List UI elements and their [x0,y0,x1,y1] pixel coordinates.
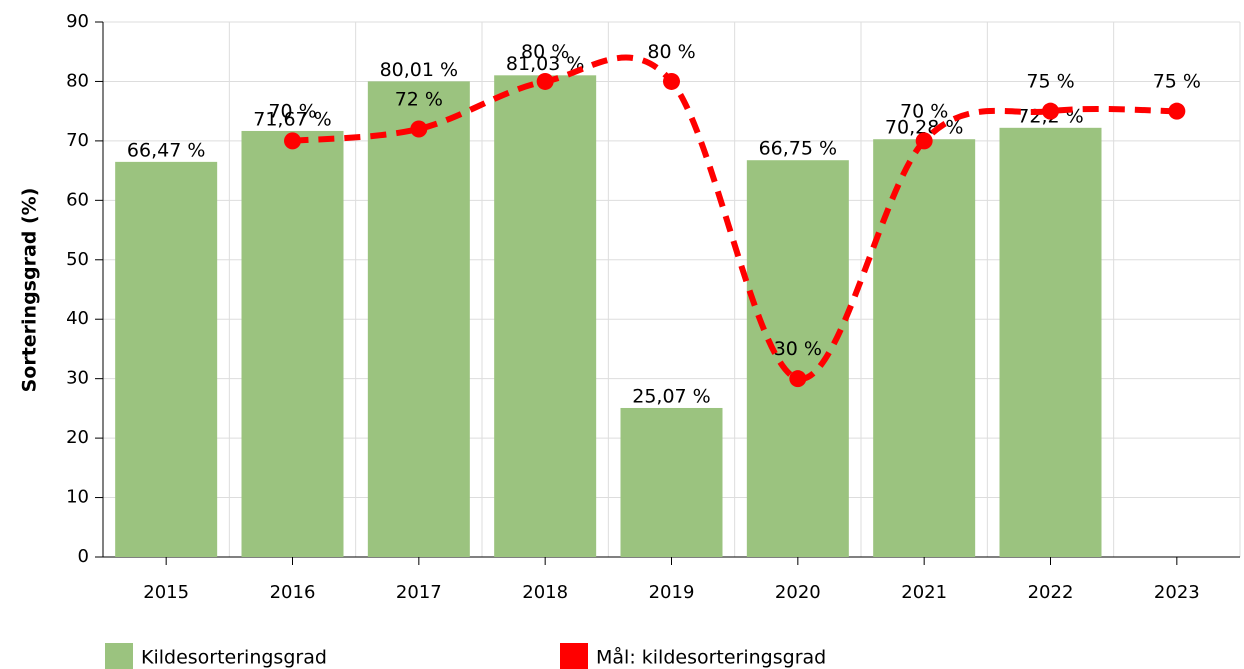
target-point [410,120,428,138]
target-point [284,132,301,150]
target-point [789,370,807,388]
bar [494,75,597,558]
y-tick-label: 10 [66,487,89,508]
bar-value-label: 66,47 % [127,139,206,161]
line-value-label: 80 % [521,41,569,63]
target-point [915,132,933,150]
x-tick-label: 2015 [143,582,189,603]
line-value-label: 75 % [1026,71,1074,93]
x-tick-label: 2023 [1154,582,1200,603]
y-axis-label: Sorteringsgrad (%) [19,188,41,393]
bar [746,160,849,558]
bar-value-label: 81,03 % [506,53,585,75]
line-value-label: 70 % [900,100,948,122]
line-value-label: 75 % [1153,71,1201,93]
line-value-label: 72 % [395,89,443,111]
target-point [663,72,680,90]
legend-label: Kildesorteringsgrad [141,647,327,669]
bar-value-label: 66,75 % [759,138,838,160]
bar-value-label: 25,07 % [632,385,711,407]
bar-value-label: 80,01 % [380,59,459,81]
bar [115,161,218,557]
y-tick-label: 50 [66,249,89,270]
line-value-label: 70 % [268,100,316,122]
target-point [1042,102,1059,120]
line-value-label: 80 % [647,41,695,63]
legend-swatch [560,643,588,669]
x-tick-label: 2021 [901,582,947,603]
y-tick-label: 70 [66,130,89,151]
line-value-label: 30 % [774,338,822,360]
bar [999,127,1102,558]
bar [620,407,723,557]
legend-label: Mål: kildesorteringsgrad [596,646,826,669]
legend-swatch [105,643,133,669]
x-tick-label: 2018 [522,582,568,603]
x-tick-label: 2020 [775,582,821,603]
y-tick-label: 80 [66,70,89,91]
bar-value-label: 71,67 % [253,108,332,130]
y-tick-label: 0 [78,546,89,567]
x-tick-label: 2016 [270,582,316,603]
y-tick-label: 20 [66,427,89,448]
target-point [536,72,554,90]
x-tick-label: 2022 [1028,582,1074,603]
x-tick-label: 2017 [396,582,442,603]
target-point [1168,102,1186,120]
bar [241,130,344,557]
y-tick-label: 60 [66,189,89,210]
target-line [292,54,1177,382]
x-tick-label: 2019 [649,582,695,603]
y-tick-label: 30 [66,368,89,389]
bar [367,81,470,557]
y-tick-label: 90 [66,11,89,32]
bar [873,139,976,558]
y-tick-label: 40 [66,308,89,329]
